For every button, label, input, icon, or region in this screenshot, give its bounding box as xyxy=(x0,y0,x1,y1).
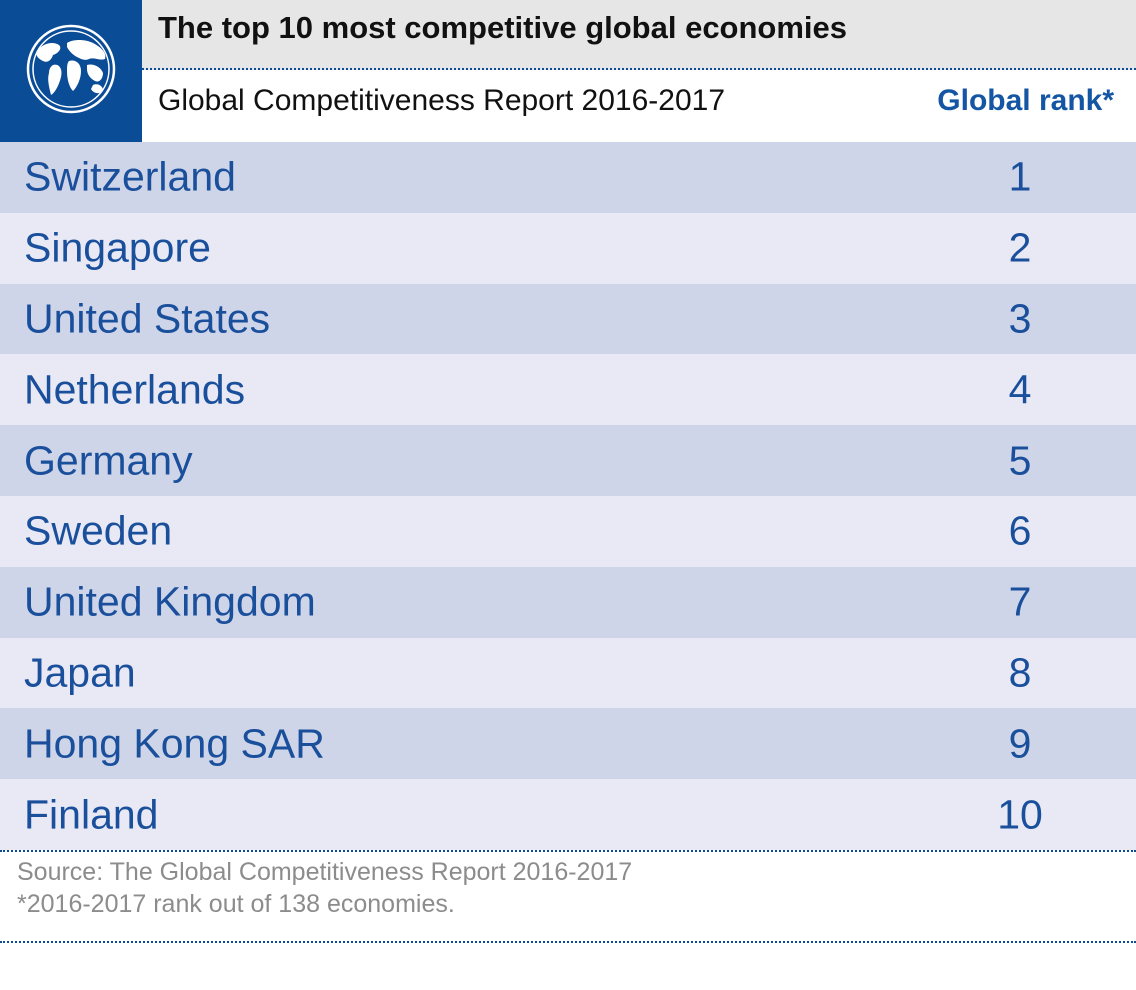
footer-divider-bottom xyxy=(0,941,1136,943)
table-row: Japan 8 xyxy=(0,637,1136,709)
footnote: *2016-2017 rank out of 138 economies. xyxy=(17,890,455,918)
title-bar: The top 10 most competitive global econo… xyxy=(142,0,1136,70)
country-name: Netherlands xyxy=(24,366,246,413)
chart-subtitle: Global Competitiveness Report 2016-2017 xyxy=(158,84,725,117)
country-name: Switzerland xyxy=(24,153,236,200)
global-rank-value: 2 xyxy=(1008,224,1032,271)
table-row: United Kingdom 7 xyxy=(0,566,1136,638)
global-rank-value: 10 xyxy=(997,791,1043,838)
table-row: Hong Kong SAR 9 xyxy=(0,708,1136,780)
global-rank-value: 1 xyxy=(1008,153,1032,200)
global-rank-value: 3 xyxy=(1008,295,1032,342)
global-rank-value: 9 xyxy=(1008,720,1032,767)
logo-box xyxy=(0,0,142,142)
global-rank-value: 8 xyxy=(1008,649,1032,696)
table-row: Switzerland 1 xyxy=(0,142,1136,213)
country-name: Hong Kong SAR xyxy=(24,720,325,767)
table-row: Singapore 2 xyxy=(0,212,1136,284)
global-rank-value: 7 xyxy=(1008,578,1032,625)
footer-divider-top xyxy=(0,850,1136,852)
footer: Source: The Global Competitiveness Repor… xyxy=(17,856,632,920)
global-rank-value: 5 xyxy=(1008,437,1032,484)
country-name: Germany xyxy=(24,437,193,484)
country-name: United Kingdom xyxy=(24,578,316,625)
country-name: United States xyxy=(24,295,271,342)
global-rank-value: 4 xyxy=(1008,366,1032,413)
country-name: Finland xyxy=(24,791,159,838)
rank-column-header: Global rank* xyxy=(937,84,1114,117)
ranking-table: Switzerland 1 Singapore 2 United States 3 Neth… xyxy=(0,142,1136,850)
country-name: Sweden xyxy=(24,507,173,554)
global-rank-value: 6 xyxy=(1008,507,1032,554)
table-row: Sweden 6 xyxy=(0,495,1136,567)
globe-icon xyxy=(23,21,119,122)
table-row: Netherlands 4 xyxy=(0,354,1136,426)
table-row: United States 3 xyxy=(0,283,1136,355)
table-row: Germany 5 xyxy=(0,425,1136,496)
country-name: Singapore xyxy=(24,224,211,271)
source-note: Source: The Global Competitiveness Repor… xyxy=(17,858,633,886)
chart-title: The top 10 most competitive global econo… xyxy=(158,10,848,45)
subtitle-bar: Global Competitiveness Report 2016-2017 … xyxy=(142,70,1136,142)
country-name: Japan xyxy=(24,649,136,696)
table-row: Finland 10 xyxy=(0,779,1136,850)
